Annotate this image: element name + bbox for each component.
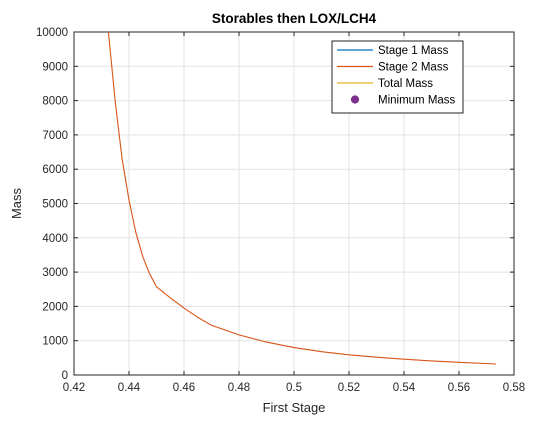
x-axis-label: First Stage (263, 400, 326, 415)
legend-label-minimum-mass: Minimum Mass (378, 95, 456, 107)
y-tick-label: 10000 (36, 27, 68, 39)
legend-label-stage-2-mass: Stage 2 Mass (378, 62, 449, 74)
x-tick-label: 0.5 (286, 382, 302, 394)
y-tick-label: 0 (62, 370, 68, 382)
y-tick-label: 2000 (42, 301, 68, 313)
legend-label-stage-1-mass: Stage 1 Mass (378, 45, 449, 57)
x-tick-label: 0.58 (503, 382, 525, 394)
x-tick-label: 0.52 (338, 382, 360, 394)
y-tick-label: 4000 (42, 233, 68, 245)
x-tick-label: 0.46 (173, 382, 195, 394)
series-layer (107, 31, 497, 365)
chart-title: Storables then LOX/LCH4 (212, 11, 377, 26)
x-tick-label: 0.42 (63, 382, 85, 394)
x-tick-label: 0.44 (118, 382, 141, 394)
y-tick-label: 7000 (42, 130, 68, 142)
y-tick-label: 5000 (42, 199, 68, 211)
legend-label-total-mass: Total Mass (378, 78, 433, 90)
series-line-stage-2-mass (107, 31, 497, 365)
legend-marker-minimum-mass (350, 95, 360, 104)
y-tick-label: 9000 (42, 61, 68, 73)
y-tick-label: 3000 (42, 267, 68, 279)
y-tick-label: 1000 (42, 336, 68, 348)
y-tick-label: 6000 (42, 164, 68, 176)
x-axis-ticks: 0.42 0.44 0.46 0.48 0.5 0.52 0.54 0.56 0.58 (63, 32, 525, 394)
y-axis-ticks: 0 1000 2000 3000 4000 5000 6000 7000 8000 9000 100… (36, 27, 514, 382)
y-axis-label: Mass (9, 187, 24, 219)
x-tick-label: 0.48 (228, 382, 250, 394)
legend: Stage 1 Mass Stage 2 Mass Total Mass Minimu… (331, 40, 464, 114)
x-tick-label: 0.54 (393, 382, 416, 394)
x-tick-label: 0.56 (448, 382, 470, 394)
y-tick-label: 8000 (42, 96, 68, 108)
